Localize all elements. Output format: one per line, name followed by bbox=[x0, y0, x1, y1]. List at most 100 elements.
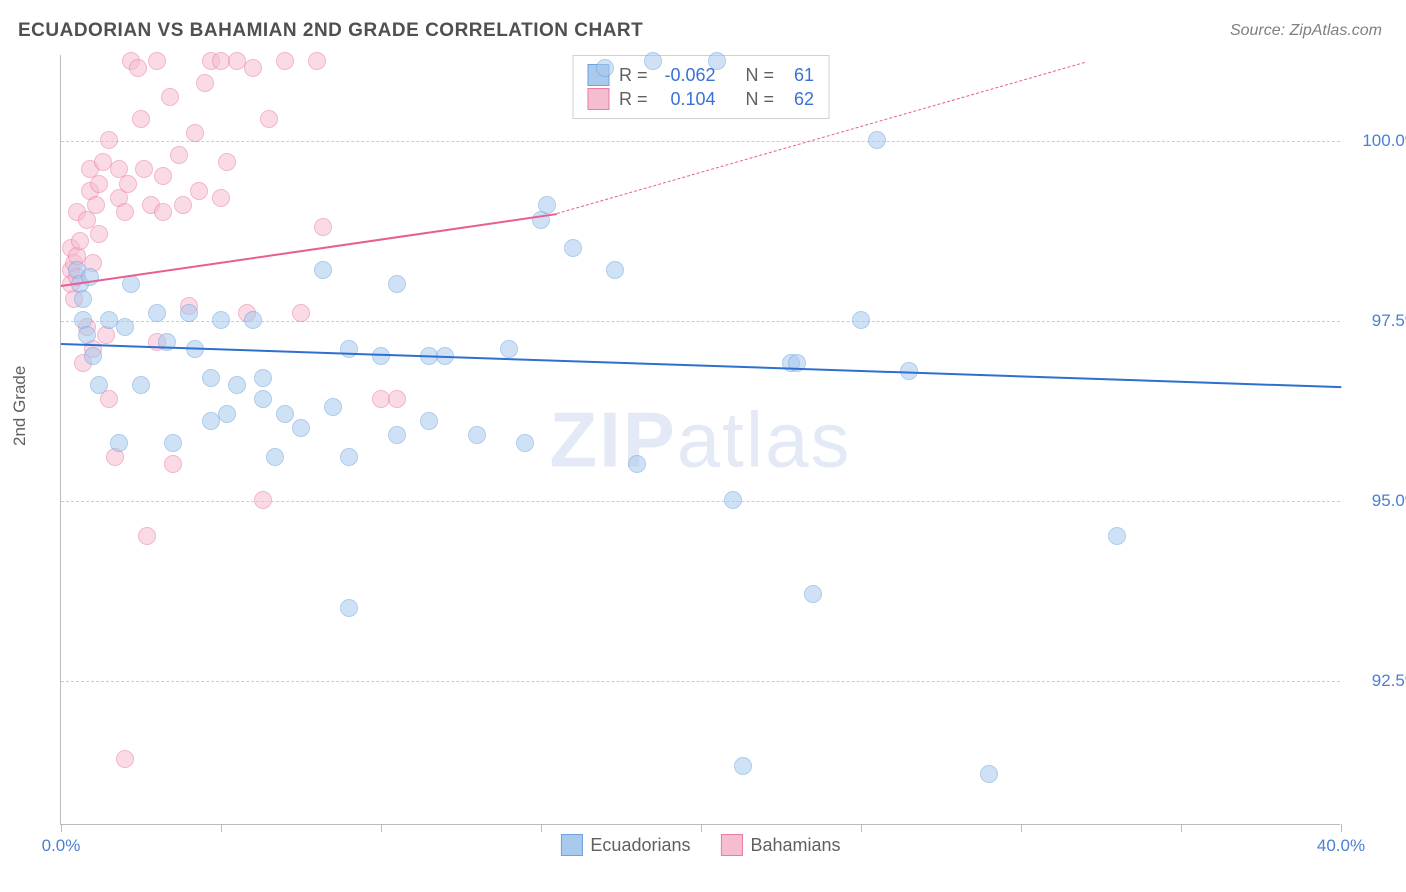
scatter-point bbox=[164, 434, 182, 452]
x-tick bbox=[1021, 824, 1022, 832]
scatter-point bbox=[164, 455, 182, 473]
gridline-h bbox=[61, 681, 1340, 682]
legend-swatch-ecuadorians bbox=[560, 834, 582, 856]
scatter-point bbox=[84, 347, 102, 365]
scatter-point bbox=[174, 196, 192, 214]
scatter-point bbox=[218, 405, 236, 423]
scatter-point bbox=[244, 311, 262, 329]
scatter-point bbox=[87, 196, 105, 214]
r-label: R = bbox=[619, 89, 648, 110]
scatter-point bbox=[516, 434, 534, 452]
scatter-point bbox=[324, 398, 342, 416]
y-tick-label: 95.0% bbox=[1350, 491, 1406, 511]
x-tick bbox=[1341, 824, 1342, 832]
trend-line bbox=[61, 213, 557, 287]
scatter-point bbox=[292, 304, 310, 322]
x-tick-label-right: 40.0% bbox=[1317, 836, 1365, 856]
n-value-ecuadorians: 61 bbox=[784, 65, 814, 86]
scatter-point bbox=[340, 599, 358, 617]
legend-label-bahamians: Bahamians bbox=[751, 835, 841, 856]
scatter-point bbox=[804, 585, 822, 603]
scatter-point bbox=[116, 203, 134, 221]
scatter-point bbox=[154, 167, 172, 185]
stats-row-ecuadorians: R = -0.062 N = 61 bbox=[587, 64, 814, 86]
y-tick-label: 92.5% bbox=[1350, 671, 1406, 691]
stats-row-bahamians: R = 0.104 N = 62 bbox=[587, 88, 814, 110]
scatter-point bbox=[78, 326, 96, 344]
x-tick bbox=[701, 824, 702, 832]
scatter-point bbox=[254, 390, 272, 408]
scatter-point bbox=[129, 59, 147, 77]
scatter-point bbox=[276, 52, 294, 70]
scatter-point bbox=[122, 275, 140, 293]
scatter-point bbox=[596, 59, 614, 77]
y-tick-label: 100.0% bbox=[1350, 131, 1406, 151]
scatter-point bbox=[244, 59, 262, 77]
scatter-point bbox=[388, 390, 406, 408]
scatter-point bbox=[628, 455, 646, 473]
scatter-point bbox=[980, 765, 998, 783]
scatter-point bbox=[202, 369, 220, 387]
scatter-point bbox=[340, 340, 358, 358]
scatter-point bbox=[734, 757, 752, 775]
n-label: N = bbox=[746, 65, 775, 86]
scatter-point bbox=[186, 124, 204, 142]
scatter-point bbox=[218, 153, 236, 171]
x-tick bbox=[381, 824, 382, 832]
scatter-point bbox=[308, 52, 326, 70]
scatter-point bbox=[500, 340, 518, 358]
r-label: R = bbox=[619, 65, 648, 86]
scatter-point bbox=[132, 110, 150, 128]
scatter-point bbox=[724, 491, 742, 509]
scatter-point bbox=[110, 434, 128, 452]
scatter-point bbox=[708, 52, 726, 70]
scatter-point bbox=[119, 175, 137, 193]
legend-label-ecuadorians: Ecuadorians bbox=[590, 835, 690, 856]
scatter-point bbox=[644, 52, 662, 70]
scatter-point bbox=[180, 304, 198, 322]
scatter-point bbox=[100, 131, 118, 149]
scatter-point bbox=[196, 74, 214, 92]
scatter-point bbox=[228, 376, 246, 394]
scatter-point bbox=[90, 376, 108, 394]
source-attribution: Source: ZipAtlas.com bbox=[1230, 22, 1382, 40]
scatter-point bbox=[148, 304, 166, 322]
scatter-point bbox=[1108, 527, 1126, 545]
bottom-legend: Ecuadorians Bahamians bbox=[560, 834, 840, 856]
scatter-point bbox=[564, 239, 582, 257]
swatch-bahamians bbox=[587, 88, 609, 110]
scatter-point bbox=[868, 131, 886, 149]
x-tick-label-left: 0.0% bbox=[42, 836, 81, 856]
y-axis-label: 2nd Grade bbox=[10, 366, 30, 446]
gridline-h bbox=[61, 141, 1340, 142]
scatter-point bbox=[260, 110, 278, 128]
scatter-point bbox=[340, 448, 358, 466]
watermark: ZIPatlas bbox=[549, 394, 851, 485]
scatter-plot-area: ZIPatlas R = -0.062 N = 61 R = 0.104 N =… bbox=[60, 55, 1340, 825]
scatter-point bbox=[90, 225, 108, 243]
scatter-point bbox=[388, 275, 406, 293]
scatter-point bbox=[116, 750, 134, 768]
scatter-point bbox=[74, 290, 92, 308]
n-label: N = bbox=[746, 89, 775, 110]
legend-swatch-bahamians bbox=[721, 834, 743, 856]
chart-title: ECUADORIAN VS BAHAMIAN 2ND GRADE CORRELA… bbox=[18, 20, 643, 42]
scatter-point bbox=[161, 88, 179, 106]
scatter-point bbox=[170, 146, 188, 164]
scatter-point bbox=[148, 52, 166, 70]
scatter-point bbox=[116, 318, 134, 336]
scatter-point bbox=[90, 175, 108, 193]
scatter-point bbox=[71, 232, 89, 250]
scatter-point bbox=[606, 261, 624, 279]
y-tick-label: 97.5% bbox=[1350, 311, 1406, 331]
scatter-point bbox=[212, 311, 230, 329]
x-tick bbox=[1181, 824, 1182, 832]
scatter-point bbox=[212, 189, 230, 207]
x-tick bbox=[861, 824, 862, 832]
watermark-bold: ZIP bbox=[549, 395, 676, 483]
x-tick bbox=[221, 824, 222, 832]
watermark-light: atlas bbox=[677, 395, 852, 483]
scatter-point bbox=[314, 261, 332, 279]
r-value-ecuadorians: -0.062 bbox=[658, 65, 716, 86]
scatter-point bbox=[190, 182, 208, 200]
